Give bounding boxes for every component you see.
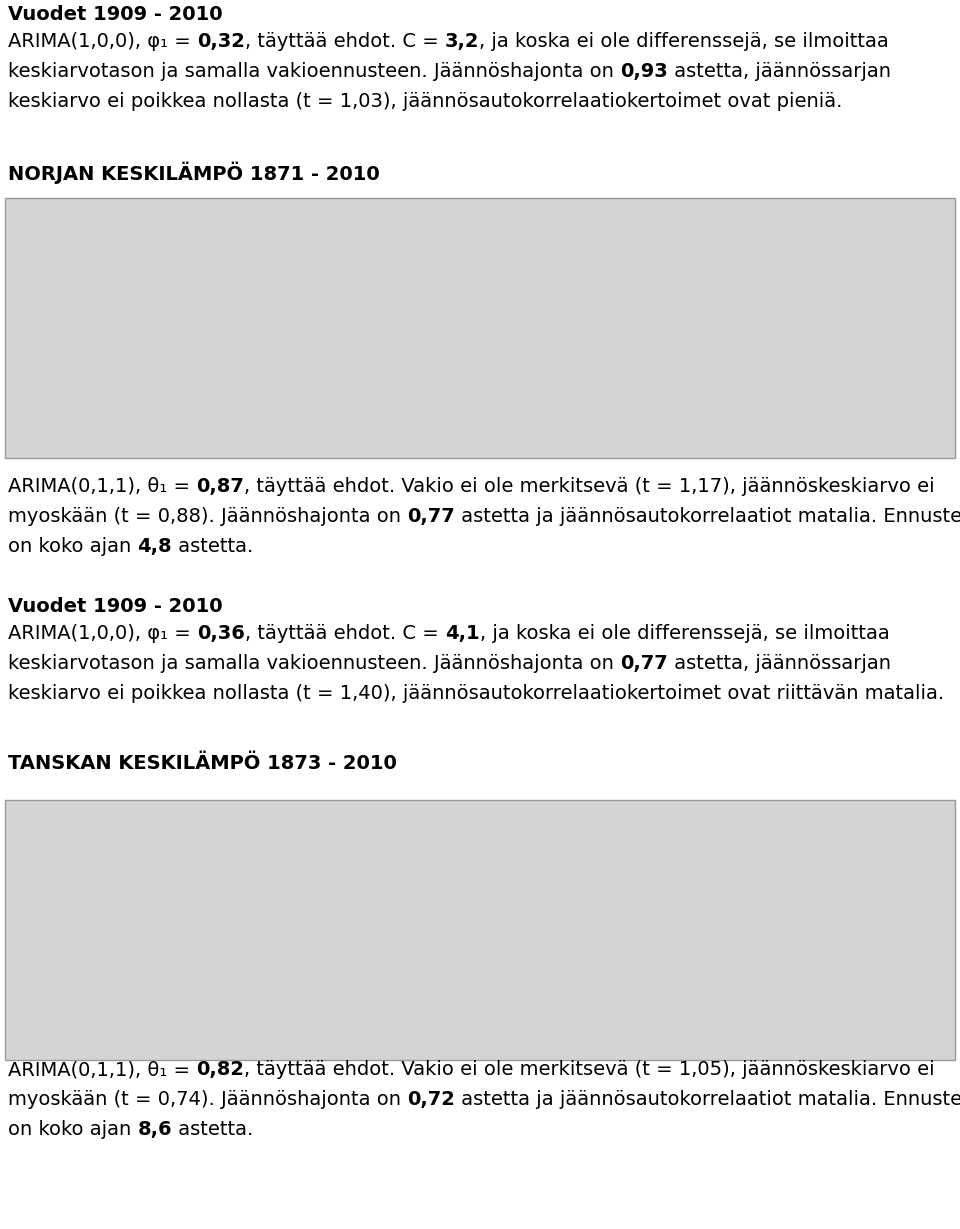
Text: 0,87: 0,87 <box>196 477 244 497</box>
Text: 0,36: 0,36 <box>197 624 245 643</box>
Text: astetta, jäännössarjan: astetta, jäännössarjan <box>668 61 891 81</box>
Text: keskiarvo ei poikkea nollasta (t = 1,03), jäännösautokorrelaatiokertoimet ovat p: keskiarvo ei poikkea nollasta (t = 1,03)… <box>8 92 842 111</box>
Text: astetta.: astetta. <box>172 1120 253 1139</box>
Text: astetta ja jäännösautokorrelaatiot matalia. Ennuste: astetta ja jäännösautokorrelaatiot matal… <box>455 508 960 526</box>
Text: astetta ja jäännösautokorrelaatiot matalia. Ennuste: astetta ja jäännösautokorrelaatiot matal… <box>455 1090 960 1109</box>
Text: astetta.: astetta. <box>172 537 253 556</box>
Text: ARIMA(0,1,1), θ₁ =: ARIMA(0,1,1), θ₁ = <box>8 477 196 497</box>
Title: TANSKAN LÄMPÖ: TANSKAN LÄMPÖ <box>441 815 546 827</box>
Text: NORJAN KESKILÄMPÖ 1871 - 2010: NORJAN KESKILÄMPÖ 1871 - 2010 <box>8 162 380 184</box>
Text: 0,77: 0,77 <box>620 654 668 673</box>
Text: 3,2: 3,2 <box>444 32 479 50</box>
Text: on koko ajan: on koko ajan <box>8 1120 137 1139</box>
Text: TANSKAN KESKILÄMPÖ 1873 - 2010: TANSKAN KESKILÄMPÖ 1873 - 2010 <box>8 755 396 773</box>
Text: 0,77: 0,77 <box>407 508 455 526</box>
Title: NORJAN VUODEN KESKILÄMPÖ: NORJAN VUODEN KESKILÄMPÖ <box>397 211 589 225</box>
Text: keskiarvo ei poikkea nollasta (t = 1,40), jäännösautokorrelaatiokertoimet ovat r: keskiarvo ei poikkea nollasta (t = 1,40)… <box>8 685 944 703</box>
Text: Vuodet 1909 - 2010: Vuodet 1909 - 2010 <box>8 5 223 25</box>
Text: , täyttää ehdot. C =: , täyttää ehdot. C = <box>245 624 444 643</box>
Text: myoskään (t = 0,88). Jäännöshajonta on: myoskään (t = 0,88). Jäännöshajonta on <box>8 508 407 526</box>
Text: , ja koska ei ole differenssejä, se ilmoittaa: , ja koska ei ole differenssejä, se ilmo… <box>479 624 889 643</box>
Text: , ja koska ei ole differenssejä, se ilmoittaa: , ja koska ei ole differenssejä, se ilmo… <box>479 32 889 50</box>
Text: on koko ajan: on koko ajan <box>8 537 137 556</box>
Text: 0,72: 0,72 <box>407 1090 455 1109</box>
Text: 4,1: 4,1 <box>444 624 479 643</box>
Text: 8,6: 8,6 <box>137 1120 172 1139</box>
Text: keskiarvotason ja samalla vakioennusteen. Jäännöshajonta on: keskiarvotason ja samalla vakioennusteen… <box>8 654 620 673</box>
Text: 4,8: 4,8 <box>137 537 172 556</box>
Text: , täyttää ehdot. C =: , täyttää ehdot. C = <box>245 32 444 50</box>
Text: keskiarvotason ja samalla vakioennusteen. Jäännöshajonta on: keskiarvotason ja samalla vakioennusteen… <box>8 61 620 81</box>
Text: ARIMA(1,0,0), φ₁ =: ARIMA(1,0,0), φ₁ = <box>8 32 197 50</box>
Text: Vuodet 1909 - 2010: Vuodet 1909 - 2010 <box>8 597 223 616</box>
Text: , täyttää ehdot. Vakio ei ole merkitsevä (t = 1,17), jäännöskeskiarvo ei: , täyttää ehdot. Vakio ei ole merkitsevä… <box>244 477 935 497</box>
Text: 0,32: 0,32 <box>197 32 245 50</box>
Text: astetta, jäännössarjan: astetta, jäännössarjan <box>668 654 891 673</box>
Text: , täyttää ehdot. Vakio ei ole merkitsevä (t = 1,05), jäännöskeskiarvo ei: , täyttää ehdot. Vakio ei ole merkitsevä… <box>244 1059 935 1079</box>
Text: 0,93: 0,93 <box>620 61 668 81</box>
Text: ARIMA(1,0,0), φ₁ =: ARIMA(1,0,0), φ₁ = <box>8 624 197 643</box>
Text: ARIMA(0,1,1), θ₁ =: ARIMA(0,1,1), θ₁ = <box>8 1059 196 1079</box>
Text: 0,82: 0,82 <box>196 1059 244 1079</box>
Text: myoskään (t = 0,74). Jäännöshajonta on: myoskään (t = 0,74). Jäännöshajonta on <box>8 1090 407 1109</box>
